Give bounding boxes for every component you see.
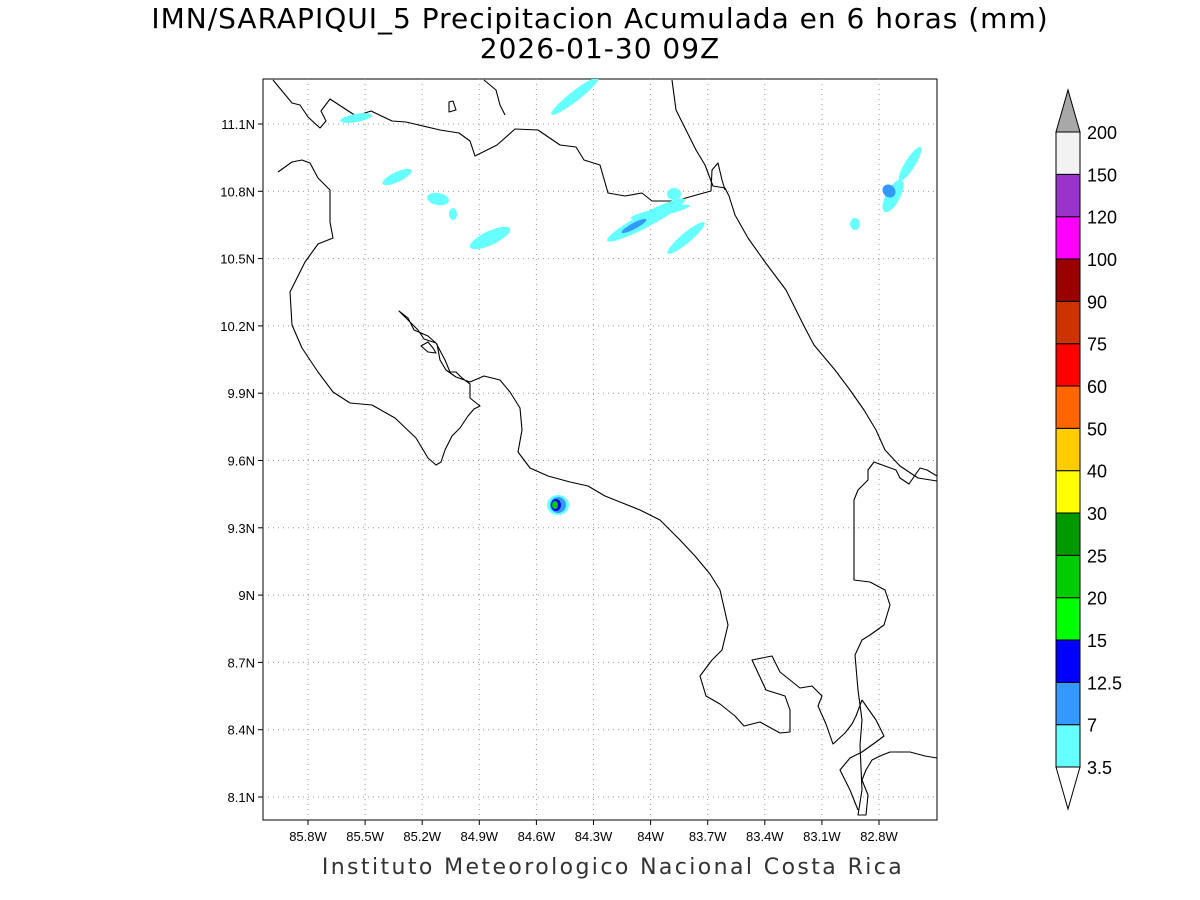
y-tick-label: 9.3N <box>228 521 255 536</box>
colorbar: 3.5 7 12.5 15 20 25 30 40 50 60 75 90 100 120 150 200 <box>1055 88 1122 811</box>
caribbean-coast <box>671 79 937 482</box>
colorbar-label: 150 <box>1087 165 1117 185</box>
map-frame <box>262 78 938 821</box>
x-tick-label: 85.8W <box>289 829 327 844</box>
x-axis: 85.8W 85.5W 85.2W 84.9W 84.6W 84.3W 84W 83.7W 83… <box>289 820 899 844</box>
chart-title: IMN/SARAPIQUI_5 Precipitacion Acumulada … <box>151 2 1049 35</box>
chart-subtitle: 2026-01-30 09Z <box>479 32 721 65</box>
colorbar-segment <box>1055 554 1081 599</box>
precip-area <box>340 113 372 123</box>
y-tick-label: 9.6N <box>228 454 255 469</box>
colorbar-segment <box>1055 385 1081 429</box>
colorbar-segment <box>1055 300 1081 345</box>
y-tick-label: 9.9N <box>228 386 255 401</box>
colorbar-segment <box>1055 597 1081 641</box>
y-tick-label: 8.1N <box>228 790 255 805</box>
precip-area <box>621 218 647 234</box>
y-tick-label: 10.5N <box>220 252 255 267</box>
colorbar-label: 30 <box>1087 504 1107 524</box>
pacific-coast <box>277 159 863 745</box>
precip-area <box>552 501 558 509</box>
colorbar-label: 60 <box>1087 377 1107 397</box>
y-tick-label: 10.8N <box>220 184 255 199</box>
colorbar-label: 75 <box>1087 335 1107 355</box>
x-tick-label: 83.7W <box>689 829 727 844</box>
colorbar-segment <box>1055 343 1081 387</box>
precip-area <box>449 208 457 220</box>
credit-footer: Instituto Meteorologico Nacional Costa R… <box>321 855 905 880</box>
colorbar-label: 50 <box>1087 419 1107 439</box>
colorbar-segment <box>1055 216 1081 260</box>
y-tick-label: 8.4N <box>228 723 255 738</box>
colorbar-segment <box>1055 258 1081 302</box>
colorbar-segment <box>1055 173 1081 218</box>
colorbar-label: 200 <box>1087 123 1117 143</box>
precip-area <box>667 188 681 200</box>
colorbar-segment <box>1055 639 1081 683</box>
y-tick-label: 9N <box>238 588 255 603</box>
lake-island <box>448 100 457 113</box>
colorbar-label: 40 <box>1087 462 1107 482</box>
x-tick-label: 84.9W <box>461 829 499 844</box>
x-tick-label: 82.8W <box>860 829 898 844</box>
x-tick-label: 83.4W <box>746 829 784 844</box>
precip-area <box>898 146 922 182</box>
x-tick-label: 84.6W <box>518 829 556 844</box>
colorbar-label: 100 <box>1087 250 1117 270</box>
precip-area <box>630 204 690 220</box>
colorbar-segment <box>1055 470 1081 514</box>
x-tick-label: 84W <box>637 829 664 844</box>
precip-area <box>551 79 599 115</box>
y-tick-label: 11.1N <box>221 117 255 132</box>
colorbar-label: 120 <box>1087 208 1117 228</box>
colorbar-label: 12.5 <box>1087 673 1122 693</box>
colorbar-label: 15 <box>1087 631 1107 651</box>
precip-area <box>850 218 860 230</box>
colorbar-segment <box>1055 724 1081 768</box>
colorbar-label: 3.5 <box>1087 758 1112 778</box>
colorbar-segment <box>1055 512 1081 556</box>
colorbar-label: 20 <box>1087 589 1107 609</box>
map-grid <box>263 79 937 820</box>
y-tick-label: 10.2N <box>220 319 255 334</box>
colorbar-segment <box>1055 427 1081 472</box>
colorbar-label: 90 <box>1087 292 1107 312</box>
x-tick-label: 83.1W <box>803 829 841 844</box>
colorbar-under-triangle <box>1055 766 1081 811</box>
x-tick-label: 84.3W <box>575 829 613 844</box>
colorbar-segment <box>1055 131 1081 175</box>
colorbar-segment <box>1055 681 1081 726</box>
precip-area <box>882 184 896 198</box>
colorbar-label: 25 <box>1087 546 1107 566</box>
y-axis: 11.1N 10.8N 10.5N 10.2N 9.9N 9.6N 9.3N 9N 8.7N 8.… <box>220 117 263 805</box>
coastline <box>272 79 937 816</box>
precip-area <box>427 192 449 206</box>
precip-area <box>469 226 511 250</box>
colorbar-over-triangle <box>1055 88 1081 133</box>
nicoya-island <box>420 341 437 354</box>
colorbar-label: 7 <box>1087 716 1097 736</box>
panama-border <box>853 461 937 816</box>
nicaragua-coast-north <box>483 79 506 116</box>
precip-area <box>382 168 412 186</box>
precip-area <box>667 222 705 254</box>
x-tick-label: 85.2W <box>403 829 441 844</box>
y-tick-label: 8.7N <box>228 655 255 670</box>
x-tick-label: 85.5W <box>346 829 384 844</box>
precipitation-field <box>340 79 922 515</box>
burica-peninsula <box>839 699 885 811</box>
